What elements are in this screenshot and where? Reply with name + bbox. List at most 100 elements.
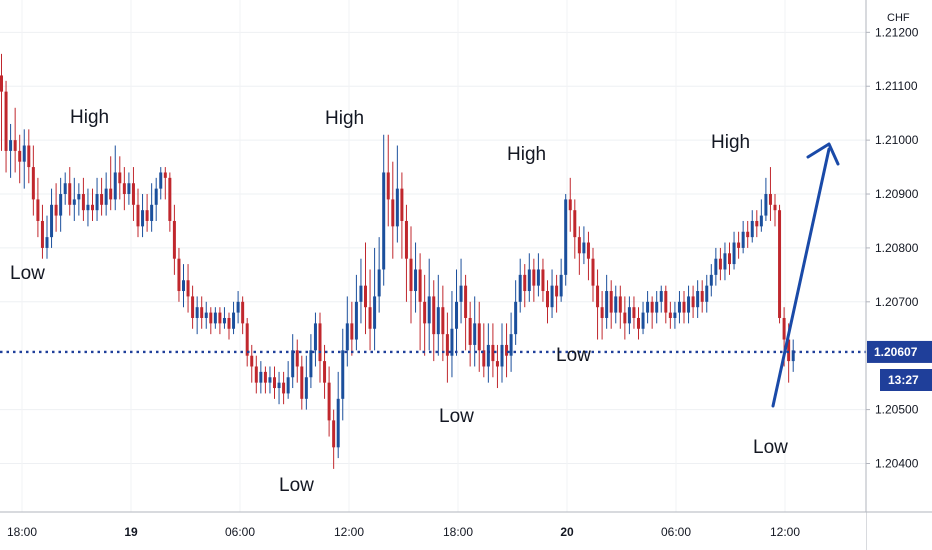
candle-body-bullish[interactable] bbox=[550, 285, 554, 308]
candle-body-bearish[interactable] bbox=[418, 269, 422, 302]
candle-body-bullish[interactable] bbox=[22, 145, 26, 162]
candles[interactable] bbox=[0, 53, 795, 469]
candle-body-bullish[interactable] bbox=[150, 204, 154, 221]
candle-body-bearish[interactable] bbox=[218, 312, 222, 324]
candle-body-bullish[interactable] bbox=[86, 204, 90, 211]
candle-body-bullish[interactable] bbox=[641, 312, 645, 329]
candle-body-bullish[interactable] bbox=[304, 377, 308, 399]
candle-body-bearish[interactable] bbox=[577, 237, 581, 254]
candle-body-bearish[interactable] bbox=[668, 312, 672, 318]
candle-body-bullish[interactable] bbox=[195, 307, 199, 318]
candle-body-bullish[interactable] bbox=[382, 172, 386, 270]
candle-body-bearish[interactable] bbox=[40, 220, 44, 248]
candle-body-bullish[interactable] bbox=[750, 220, 754, 238]
candle-body-bullish[interactable] bbox=[414, 269, 418, 292]
candle-body-bearish[interactable] bbox=[13, 140, 17, 151]
candle-body-bullish[interactable] bbox=[764, 194, 768, 216]
candle-body-bearish[interactable] bbox=[177, 258, 181, 292]
candle-body-bearish[interactable] bbox=[491, 344, 495, 362]
candle-body-bearish[interactable] bbox=[609, 291, 613, 313]
candle-body-bullish[interactable] bbox=[732, 242, 736, 265]
candle-body-bearish[interactable] bbox=[263, 371, 267, 383]
candle-body-bullish[interactable] bbox=[127, 183, 131, 195]
candle-body-bullish[interactable] bbox=[359, 285, 363, 302]
candle-body-bearish[interactable] bbox=[746, 231, 750, 238]
candle-body-bearish[interactable] bbox=[68, 183, 72, 205]
candle-body-bearish[interactable] bbox=[432, 296, 436, 335]
candle-body-bearish[interactable] bbox=[409, 258, 413, 292]
candle-body-bullish[interactable] bbox=[518, 274, 522, 302]
candle-body-bullish[interactable] bbox=[141, 210, 145, 227]
candle-body-bearish[interactable] bbox=[445, 334, 449, 356]
candle-body-bullish[interactable] bbox=[50, 204, 54, 238]
candle-body-bearish[interactable] bbox=[31, 167, 35, 200]
candle-body-bullish[interactable] bbox=[759, 215, 763, 227]
candle-body-bearish[interactable] bbox=[618, 296, 622, 313]
candle-body-bullish[interactable] bbox=[450, 328, 454, 356]
candle-body-bearish[interactable] bbox=[122, 183, 126, 195]
candle-body-bearish[interactable] bbox=[136, 204, 140, 227]
candle-body-bullish[interactable] bbox=[791, 350, 795, 362]
candle-body-bearish[interactable] bbox=[227, 317, 231, 329]
candle-body-bullish[interactable] bbox=[182, 280, 185, 292]
candle-body-bearish[interactable] bbox=[323, 361, 327, 383]
candle-body-bearish[interactable] bbox=[682, 301, 686, 313]
candle-body-bearish[interactable] bbox=[700, 291, 704, 302]
candle-body-bullish[interactable] bbox=[559, 274, 563, 297]
candle-body-bearish[interactable] bbox=[441, 307, 445, 335]
candle-body-bearish[interactable] bbox=[532, 269, 536, 286]
candle-body-bullish[interactable] bbox=[45, 237, 49, 248]
candle-body-bearish[interactable] bbox=[787, 339, 791, 362]
candle-body-bearish[interactable] bbox=[273, 377, 276, 389]
candle-body-bullish[interactable] bbox=[486, 344, 490, 367]
candle-body-bearish[interactable] bbox=[386, 172, 390, 200]
candle-body-bearish[interactable] bbox=[623, 312, 627, 324]
candle-body-bullish[interactable] bbox=[455, 301, 458, 329]
candle-body-bearish[interactable] bbox=[168, 177, 172, 221]
candle-body-bearish[interactable] bbox=[131, 183, 135, 205]
candle-body-bearish[interactable] bbox=[100, 194, 104, 205]
candle-body-bullish[interactable] bbox=[696, 291, 700, 308]
candle-body-bearish[interactable] bbox=[768, 194, 772, 205]
candle-body-bullish[interactable] bbox=[673, 312, 677, 318]
candle-body-bullish[interactable] bbox=[336, 398, 340, 448]
candle-body-bullish[interactable] bbox=[309, 350, 313, 378]
candle-body-bullish[interactable] bbox=[427, 296, 431, 324]
candle-body-bearish[interactable] bbox=[0, 75, 3, 92]
candle-body-bullish[interactable] bbox=[277, 382, 281, 389]
candle-body-bullish[interactable] bbox=[268, 377, 272, 383]
candle-body-bearish[interactable] bbox=[632, 307, 636, 318]
candle-body-bullish[interactable] bbox=[286, 377, 290, 394]
candle-body-bearish[interactable] bbox=[637, 317, 640, 329]
candle-body-bullish[interactable] bbox=[222, 317, 226, 324]
candle-body-bearish[interactable] bbox=[568, 199, 572, 211]
candle-body-bearish[interactable] bbox=[541, 269, 545, 292]
candle-body-bullish[interactable] bbox=[459, 285, 463, 302]
candle-body-bearish[interactable] bbox=[209, 312, 213, 324]
candle-body-bearish[interactable] bbox=[600, 307, 604, 318]
candle-body-bearish[interactable] bbox=[650, 301, 654, 313]
candle-body-bullish[interactable] bbox=[236, 301, 240, 313]
candle-body-bearish[interactable] bbox=[400, 188, 404, 221]
candle-body-bearish[interactable] bbox=[773, 204, 777, 211]
candle-body-bullish[interactable] bbox=[509, 334, 513, 356]
candle-body-bearish[interactable] bbox=[145, 210, 149, 221]
candle-body-bullish[interactable] bbox=[627, 307, 631, 324]
candle-body-bullish[interactable] bbox=[395, 188, 399, 227]
candle-body-bullish[interactable] bbox=[77, 194, 81, 200]
candle-body-bearish[interactable] bbox=[81, 194, 85, 211]
candle-body-bearish[interactable] bbox=[318, 323, 322, 362]
candle-body-bullish[interactable] bbox=[687, 296, 691, 313]
candle-body-bullish[interactable] bbox=[354, 301, 358, 340]
candle-body-bearish[interactable] bbox=[109, 188, 113, 200]
candle-body-bullish[interactable] bbox=[373, 296, 377, 329]
candle-body-bearish[interactable] bbox=[254, 366, 258, 383]
candle-body-bearish[interactable] bbox=[546, 291, 549, 308]
candle-body-bearish[interactable] bbox=[523, 274, 527, 292]
candle-body-bullish[interactable] bbox=[159, 172, 163, 189]
candle-body-bearish[interactable] bbox=[596, 285, 600, 308]
candle-body-bullish[interactable] bbox=[204, 312, 208, 318]
candle-body-bearish[interactable] bbox=[91, 204, 94, 211]
candle-body-bullish[interactable] bbox=[536, 269, 540, 286]
candle-body-bearish[interactable] bbox=[241, 301, 245, 324]
